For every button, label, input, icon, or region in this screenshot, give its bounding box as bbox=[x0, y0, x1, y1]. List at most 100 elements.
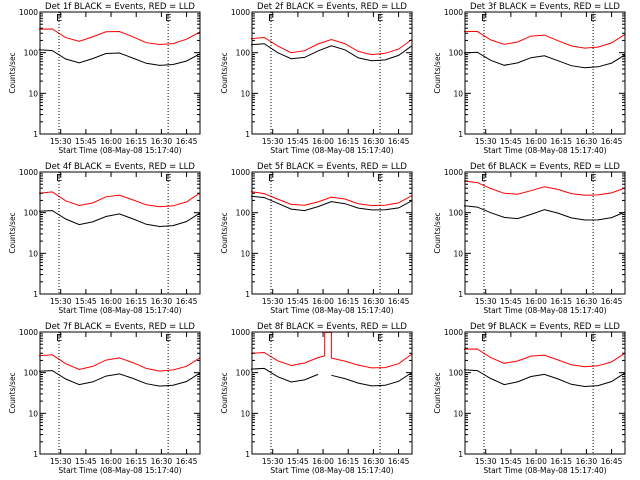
x-tick-label: 16:15 bbox=[125, 137, 147, 146]
lld-series-line bbox=[463, 30, 626, 49]
marker-label: E bbox=[481, 333, 487, 344]
plot-frame bbox=[464, 11, 626, 135]
events-series-line bbox=[250, 367, 413, 387]
y-tick-label: 1 bbox=[245, 450, 250, 459]
events-series-line bbox=[463, 369, 626, 388]
x-axis-label: Start Time (08-May-08 15:17:40) bbox=[270, 146, 393, 155]
panel-title: Det 9f BLACK = Events, RED = LLD bbox=[470, 322, 620, 332]
x-tick-label: 16:15 bbox=[337, 137, 359, 146]
x-tick-label: 16:15 bbox=[337, 457, 359, 466]
y-tick-label: 100 bbox=[449, 49, 464, 58]
y-tick-label: 1 bbox=[458, 450, 463, 459]
lld-series-line bbox=[38, 28, 201, 46]
marker-label: E bbox=[590, 333, 596, 344]
panel-title: Det 5f BLACK = Events, RED = LLD bbox=[257, 162, 407, 172]
y-axis-label: Counts/sec bbox=[8, 372, 17, 413]
x-axis-label: Start Time (08-May-08 15:17:40) bbox=[58, 306, 181, 315]
x-tick-label: 16:30 bbox=[363, 297, 385, 306]
y-tick-label: 10 bbox=[28, 89, 38, 98]
marker-label: E bbox=[590, 13, 596, 24]
panel-title: Det 7f BLACK = Events, RED = LLD bbox=[45, 322, 195, 332]
plot-frame bbox=[39, 331, 201, 455]
plot-frame bbox=[39, 11, 201, 135]
y-axis-label: Counts/sec bbox=[433, 212, 442, 253]
marker-label: E bbox=[165, 13, 171, 24]
x-tick-label: 16:45 bbox=[601, 457, 623, 466]
x-tick-label: 16:00 bbox=[525, 457, 547, 466]
y-tick-label: 1000 bbox=[231, 168, 250, 177]
marker-label: E bbox=[377, 13, 383, 24]
marker-label: E bbox=[590, 173, 596, 184]
x-tick-label: 15:30 bbox=[475, 137, 497, 146]
x-tick-label: 16:30 bbox=[151, 137, 173, 146]
x-tick-label: 16:30 bbox=[363, 137, 385, 146]
x-tick-label: 16:30 bbox=[151, 297, 173, 306]
y-tick-label: 100 bbox=[236, 49, 251, 58]
marker-label: E bbox=[377, 173, 383, 184]
x-axis-label: Start Time (08-May-08 15:17:40) bbox=[270, 466, 393, 475]
x-tick-label: 16:45 bbox=[388, 137, 410, 146]
x-tick-label: 15:30 bbox=[50, 457, 72, 466]
x-tick-label: 15:30 bbox=[475, 297, 497, 306]
y-tick-label: 100 bbox=[24, 369, 39, 378]
x-tick-label: 16:45 bbox=[388, 297, 410, 306]
y-tick-label: 1000 bbox=[231, 8, 250, 17]
y-tick-label: 1 bbox=[33, 290, 38, 299]
plot-frame bbox=[464, 331, 626, 455]
marker-label: E bbox=[56, 173, 62, 184]
y-tick-label: 10 bbox=[28, 409, 38, 418]
x-tick-label: 16:00 bbox=[100, 137, 122, 146]
y-tick-label: 1 bbox=[458, 290, 463, 299]
x-tick-label: 16:15 bbox=[550, 457, 572, 466]
y-tick-label: 100 bbox=[24, 49, 39, 58]
events-series-line bbox=[463, 205, 626, 221]
y-tick-label: 10 bbox=[240, 89, 250, 98]
marker-label: E bbox=[268, 13, 274, 24]
y-tick-label: 100 bbox=[449, 209, 464, 218]
y-tick-label: 10 bbox=[240, 409, 250, 418]
panel-title: Det 2f BLACK = Events, RED = LLD bbox=[257, 2, 407, 12]
x-tick-label: 15:45 bbox=[500, 297, 522, 306]
events-series-line bbox=[38, 370, 201, 387]
x-tick-label: 16:00 bbox=[525, 137, 547, 146]
x-tick-label: 16:00 bbox=[100, 457, 122, 466]
x-tick-label: 15:30 bbox=[50, 297, 72, 306]
y-axis-label: Counts/sec bbox=[8, 212, 17, 253]
y-axis-label: Counts/sec bbox=[220, 52, 229, 93]
x-tick-label: 15:30 bbox=[475, 457, 497, 466]
x-tick-label: 16:45 bbox=[601, 297, 623, 306]
x-tick-label: 16:45 bbox=[601, 137, 623, 146]
x-tick-label: 15:30 bbox=[262, 297, 284, 306]
x-tick-label: 15:45 bbox=[75, 457, 97, 466]
y-axis-label: Counts/sec bbox=[433, 372, 442, 413]
x-axis-label: Start Time (08-May-08 15:17:40) bbox=[483, 146, 606, 155]
y-axis-label: Counts/sec bbox=[220, 372, 229, 413]
x-tick-label: 15:45 bbox=[500, 137, 522, 146]
y-tick-label: 10 bbox=[453, 249, 463, 258]
x-tick-label: 16:30 bbox=[576, 137, 598, 146]
x-axis-label: Start Time (08-May-08 15:17:40) bbox=[58, 466, 181, 475]
events-series-line bbox=[250, 43, 413, 62]
x-tick-label: 16:45 bbox=[176, 457, 198, 466]
x-tick-label: 16:15 bbox=[125, 297, 147, 306]
y-tick-label: 100 bbox=[236, 369, 251, 378]
lld-series-line bbox=[250, 36, 413, 56]
events-series-line bbox=[463, 51, 626, 69]
x-tick-label: 16:45 bbox=[176, 297, 198, 306]
plot-frame bbox=[39, 171, 201, 295]
panel-title: Det 1f BLACK = Events, RED = LLD bbox=[45, 2, 195, 12]
x-tick-label: 16:00 bbox=[312, 137, 334, 146]
y-tick-label: 1000 bbox=[444, 328, 463, 337]
events-series-line bbox=[38, 210, 201, 228]
y-tick-label: 1 bbox=[245, 130, 250, 139]
x-tick-label: 16:15 bbox=[550, 137, 572, 146]
panel-title: Det 4f BLACK = Events, RED = LLD bbox=[45, 162, 195, 172]
marker-label: E bbox=[56, 333, 62, 344]
x-axis-label: Start Time (08-May-08 15:17:40) bbox=[483, 466, 606, 475]
x-tick-label: 16:30 bbox=[151, 457, 173, 466]
y-tick-label: 100 bbox=[236, 209, 251, 218]
x-axis-label: Start Time (08-May-08 15:17:40) bbox=[270, 306, 393, 315]
